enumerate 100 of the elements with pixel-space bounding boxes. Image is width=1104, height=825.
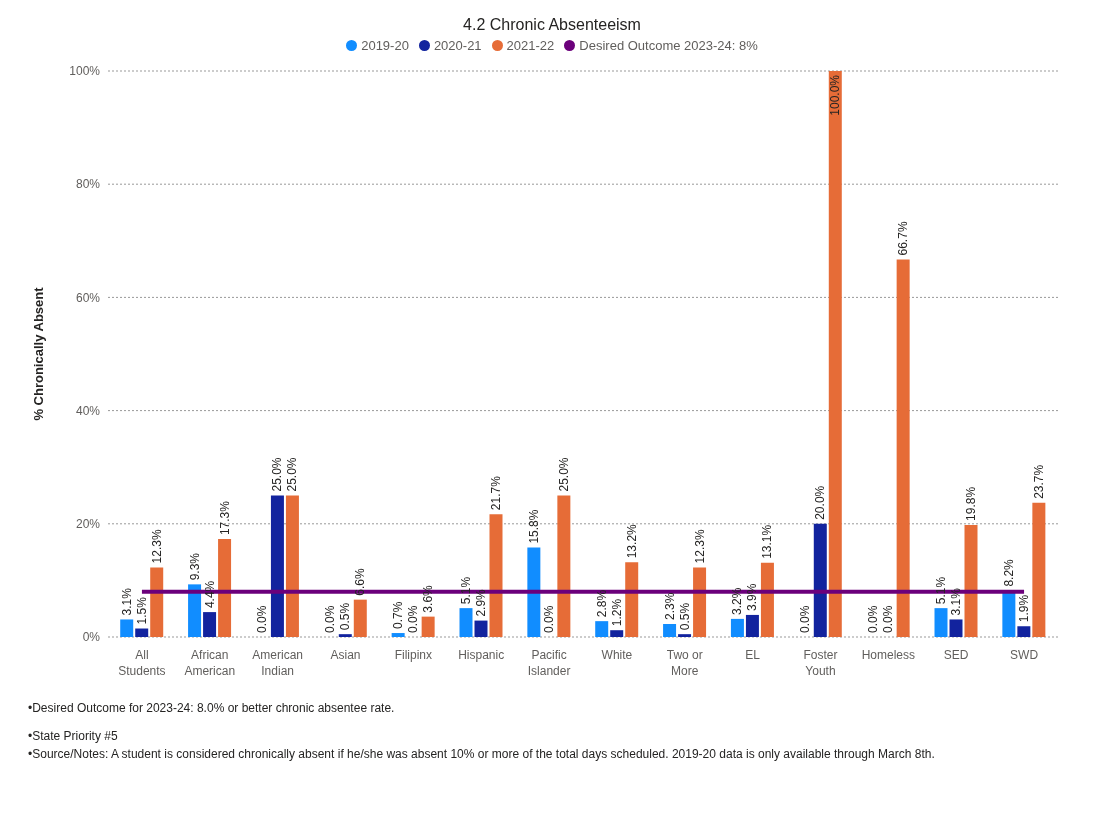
bar xyxy=(934,608,948,637)
data-label: 21.7% xyxy=(489,475,503,511)
legend-label: 2019-20 xyxy=(361,38,409,53)
data-label: 19.8% xyxy=(964,486,978,521)
bar xyxy=(896,259,910,637)
bar xyxy=(557,495,571,637)
data-label: 12.3% xyxy=(149,529,164,564)
bar xyxy=(828,71,842,637)
bar xyxy=(678,634,692,637)
bar xyxy=(285,495,299,637)
legend-label: Desired Outcome 2023-24: 8% xyxy=(579,38,758,53)
x-tick-label: EL xyxy=(745,648,761,662)
text: •Desired Outcome for 2023-24: 8.0% or better chronic absentee rate. xyxy=(28,701,396,715)
bar xyxy=(949,619,963,637)
data-label: 0.0% xyxy=(541,605,556,633)
bar xyxy=(135,628,149,637)
data-label: 3.6% xyxy=(421,584,436,613)
bar xyxy=(625,562,639,637)
chart-title: 4.2 Chronic Absenteeism xyxy=(462,16,642,34)
text: •State Priority #5 xyxy=(28,729,119,743)
data-label: 20.0% xyxy=(813,485,828,520)
bar xyxy=(663,623,677,637)
data-label: 23.7% xyxy=(1031,464,1046,499)
bar xyxy=(120,619,134,637)
data-label: 66.7% xyxy=(896,221,911,256)
bar xyxy=(693,567,707,637)
data-label: 2.8% xyxy=(594,589,609,618)
bar xyxy=(745,614,759,637)
x-tick-label: White xyxy=(601,648,633,662)
y-tick-label: 80% xyxy=(75,177,101,192)
data-label: 25.0% xyxy=(285,457,300,492)
x-tick-label: Pacific Islander xyxy=(527,648,571,678)
data-label: 12.3% xyxy=(692,529,707,564)
bar xyxy=(218,539,232,637)
data-label: 0.5% xyxy=(338,602,353,631)
x-tick-label: Two or More xyxy=(666,648,703,678)
data-label: 1.5% xyxy=(134,596,149,625)
bar xyxy=(595,621,609,637)
bar xyxy=(421,616,435,637)
data-label: 1.9% xyxy=(1016,594,1031,623)
data-label: 15.8% xyxy=(526,509,541,544)
bar xyxy=(610,630,624,637)
x-tick-label: Filipinx xyxy=(394,648,433,662)
x-tick-label: Homeless xyxy=(861,648,916,662)
data-label: 6.6% xyxy=(353,567,368,596)
bar xyxy=(813,523,827,637)
bar xyxy=(391,633,405,637)
y-tick-label: 0% xyxy=(82,630,101,645)
bar xyxy=(527,547,541,637)
x-tick-label: Hispanic xyxy=(458,648,505,662)
bar xyxy=(1032,502,1046,637)
bar xyxy=(338,634,352,637)
data-label: 2.9% xyxy=(474,588,488,617)
data-label: 0.5% xyxy=(677,602,692,631)
data-label: 0.7% xyxy=(391,601,406,630)
data-label: 0.0% xyxy=(866,605,881,633)
legend-label: 2021-22 xyxy=(506,38,555,53)
data-label: 1.2% xyxy=(609,598,624,627)
y-tick-label: 60% xyxy=(75,290,101,305)
data-label: 3.9% xyxy=(745,583,760,611)
y-tick-label: 40% xyxy=(75,403,101,418)
bar xyxy=(270,495,284,637)
data-label: 0.0% xyxy=(881,605,896,633)
data-label: 4.4% xyxy=(202,580,217,609)
x-tick-label: SWD xyxy=(1010,648,1039,662)
data-label: 3.2% xyxy=(730,587,745,615)
x-tick-label: SED xyxy=(943,648,969,662)
bar xyxy=(474,620,488,637)
data-label: 13.2% xyxy=(624,523,639,559)
y-tick-label: 100% xyxy=(69,64,101,79)
data-label: 2.3% xyxy=(662,592,677,620)
legend-label: 2020-21 xyxy=(433,38,482,53)
bar xyxy=(188,584,202,637)
data-label: 0.0% xyxy=(255,605,270,633)
bar xyxy=(1017,626,1031,637)
text: •Source/Notes: A student is considered chronically absent if he/she was absent 10% or more of the total days scheduled. 2019-20 data is only available through March 8th. xyxy=(28,747,936,761)
data-label: 5.1% xyxy=(934,576,948,605)
bar xyxy=(353,599,367,637)
x-tick-label: American Indian xyxy=(252,648,303,678)
data-label: 9.3% xyxy=(187,552,202,581)
bar xyxy=(964,524,978,637)
data-label: 3.1% xyxy=(119,587,134,616)
data-label: 100.0% xyxy=(828,74,843,116)
y-tick-label: 20% xyxy=(75,517,101,532)
bar xyxy=(489,514,503,637)
bar xyxy=(150,567,164,637)
data-label: 13.1% xyxy=(760,524,775,559)
data-label: 5.1% xyxy=(459,576,473,605)
bar xyxy=(730,618,744,637)
bar xyxy=(203,612,217,637)
x-tick-label: Asian xyxy=(330,648,361,662)
bar xyxy=(760,562,774,637)
data-label: 25.0% xyxy=(270,457,285,492)
y-axis-title: % Chronically Absent xyxy=(30,286,46,421)
x-tick-label: Foster Youth xyxy=(803,648,838,678)
data-label: 3.1% xyxy=(949,587,963,616)
x-tick-label: African American xyxy=(184,648,236,678)
x-tick-label: All Students xyxy=(118,648,166,678)
data-label: 0.0% xyxy=(798,605,813,633)
data-label: 8.2% xyxy=(1001,558,1016,587)
